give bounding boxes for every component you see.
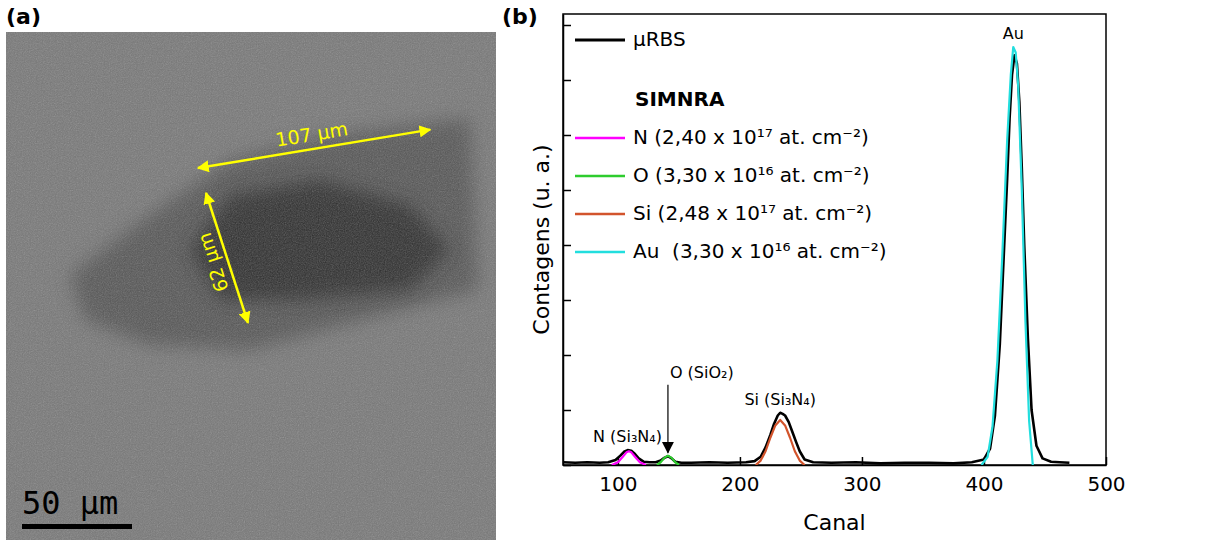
peak-label: N (Si₃N₄) <box>593 427 662 446</box>
annotations: N (Si₃N₄) O (SiO₂) Si (Si₃N₄) Au <box>593 24 1024 453</box>
x-axis-title: Canal <box>803 510 865 535</box>
x-tick-label: 300 <box>843 472 881 496</box>
y-tick <box>563 410 571 411</box>
peak-label: Si (Si₃N₄) <box>744 390 816 409</box>
x-tick-label: 100 <box>599 472 637 496</box>
series-line <box>612 451 646 465</box>
y-tick-mark <box>563 300 571 302</box>
panel-letter: (b) <box>502 4 538 29</box>
legend-label: μRBS <box>633 27 686 51</box>
y-tick-mark <box>563 25 571 27</box>
y-tick <box>563 80 571 81</box>
series-line <box>982 47 1033 465</box>
micrograph <box>6 32 496 540</box>
x-tick-mark <box>1106 457 1108 465</box>
peak-label-arrow <box>667 385 668 453</box>
y-tick-mark <box>563 410 571 412</box>
y-tick <box>563 190 571 191</box>
x-tick-label: 200 <box>721 472 759 496</box>
legend: μRBS SIMNRA N (2,40 x 10¹⁷ at. cm⁻²) O (3,3… <box>575 27 886 263</box>
x-tick-mark <box>740 457 742 465</box>
measurement-label: 62 μm <box>193 230 233 295</box>
panel-letter: (a) <box>6 4 41 29</box>
legend-label: N (2,40 x 10¹⁷ at. cm⁻²) <box>633 125 869 149</box>
x-tick-label: 500 <box>1087 472 1125 496</box>
y-tick-mark <box>563 355 571 357</box>
y-tick-mark <box>563 465 571 467</box>
series-line <box>657 456 679 465</box>
y-tick <box>563 135 571 136</box>
y-axis <box>563 15 571 466</box>
figure: (a) (b) 50 μm 107 μm 62 μm 100 200 300 400 500 Can… <box>0 0 1205 545</box>
y-tick-mark <box>563 80 571 82</box>
y-tick-mark <box>563 135 571 137</box>
legend-swatch <box>575 137 625 139</box>
y-axis-line <box>563 15 565 466</box>
x-tick-label: 400 <box>965 472 1003 496</box>
x-tick: 500 <box>1087 457 1125 496</box>
y-tick <box>563 355 571 356</box>
y-axis-title: Contagens (u. a.) <box>529 144 554 334</box>
y-tick-mark <box>563 245 571 247</box>
image-noise <box>6 32 496 540</box>
legend-swatch <box>575 251 625 253</box>
peak-label: O (SiO₂) <box>670 363 734 382</box>
peak-label: Au <box>1003 24 1024 43</box>
y-tick <box>563 25 571 26</box>
y-tick <box>563 465 571 466</box>
legend-label: Au (3,30 x 10¹⁶ at. cm⁻²) <box>633 239 886 263</box>
y-tick <box>563 300 571 301</box>
series-line <box>756 420 805 465</box>
legend-swatch <box>575 175 625 177</box>
legend-title: SIMNRA <box>635 87 725 111</box>
legend-swatch <box>575 39 625 42</box>
plot-frame <box>563 14 1106 465</box>
legend-label: Si (2,48 x 10¹⁷ at. cm⁻²) <box>633 201 872 225</box>
y-tick-mark <box>563 190 571 192</box>
y-tick <box>563 245 571 246</box>
micrograph-background <box>6 32 496 540</box>
scale-bar-label: 50 μm <box>22 484 118 522</box>
plot-area <box>563 47 1069 465</box>
scale-bar <box>22 524 132 529</box>
measurement-label: 107 μm <box>274 117 350 151</box>
legend-swatch <box>575 213 625 215</box>
legend-label: O (3,30 x 10¹⁶ at. cm⁻²) <box>633 163 870 187</box>
